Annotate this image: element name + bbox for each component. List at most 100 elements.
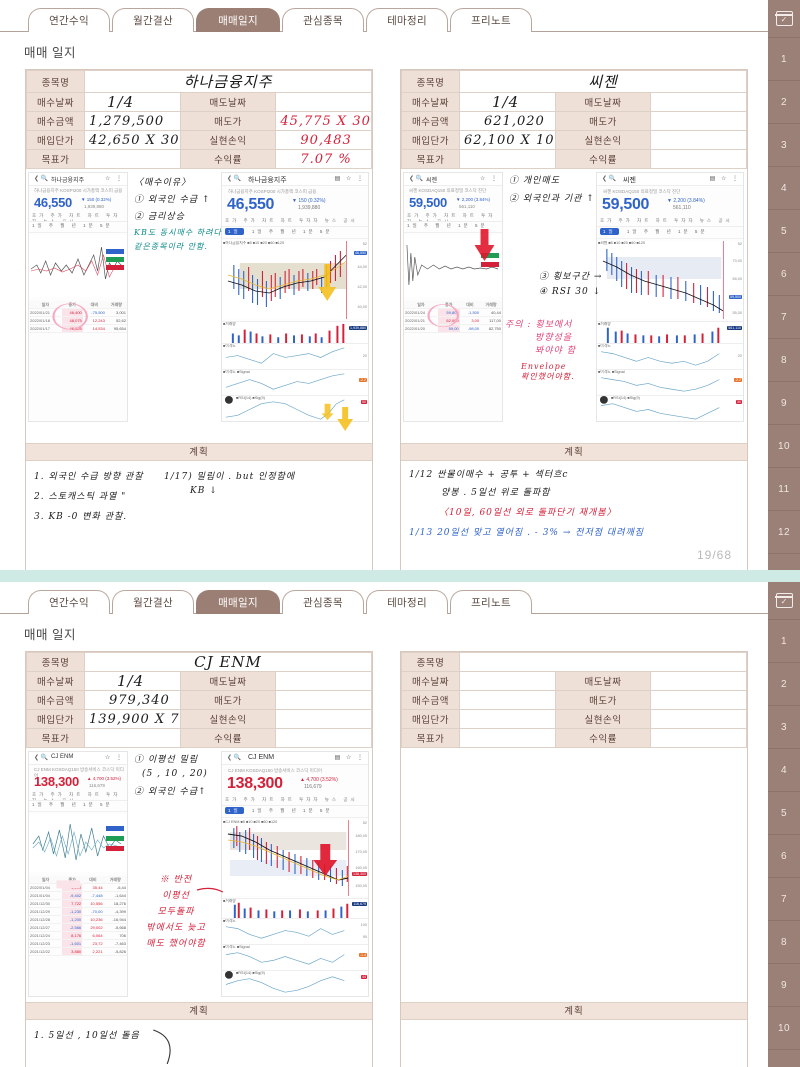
value-sell-price[interactable] — [650, 111, 747, 131]
sidebar-page-4[interactable]: 4 — [768, 167, 800, 210]
value-return-rate[interactable] — [275, 728, 372, 748]
value-buy-amount[interactable]: 621,020 — [459, 111, 556, 131]
plan-section-body[interactable]: 1. 5일선 , 10일선 돌음 — [26, 1020, 372, 1064]
sidebar-page-7[interactable]: 7 — [768, 878, 800, 921]
calendar-check-icon-button[interactable] — [768, 582, 800, 620]
tab-free-note[interactable]: 프리노트 — [450, 8, 532, 32]
sidebar-page-8[interactable]: 8 — [768, 921, 800, 964]
phone-screenshot-chart[interactable]: ❮ 🔍 CJ ENM ▤ ☆ ⋮ CJ ENM KOSDAQ150 방송서비스 … — [221, 751, 369, 997]
tab-free-note[interactable]: 프리노트 — [450, 590, 532, 614]
sidebar-page-10[interactable]: 10 — [768, 425, 800, 468]
back-chevron-icon[interactable]: ❮ 🔍 — [34, 176, 49, 182]
value-target-price[interactable] — [84, 149, 181, 169]
sidebar-page-8[interactable]: 8 — [768, 339, 800, 382]
phone-tab-menu[interactable]: 호가 주가 차트 차트 투자자 뉴스 공시 — [29, 792, 127, 801]
value-target-price[interactable] — [84, 728, 181, 748]
plan-section-body[interactable]: 1. 외국인 수급 방향 관찰 2. 스토캐스틱 과열 " 3. KB -0 변… — [26, 461, 372, 549]
value-realized-pl[interactable]: 90,483 — [275, 130, 372, 150]
back-chevron-icon[interactable]: ❮ 🔍 — [602, 176, 617, 182]
value-buy-amount[interactable] — [459, 690, 556, 710]
phone-period-chips[interactable]: 1일 1일 주 월 년 1분 5분 — [597, 228, 743, 239]
value-return-rate[interactable] — [650, 149, 747, 169]
value-stock-name[interactable]: 씨젠 — [459, 70, 747, 93]
phone-tab-menu[interactable]: 호가 주가 차트 차트 투자자 뉴스 공시 — [222, 218, 368, 227]
phone-quote-table[interactable]: 일자 종가 대비 거래량 2022/01/21 46,400 -75,500 3… — [29, 301, 127, 333]
phone-header-icons[interactable]: ☆ ⋮ — [104, 755, 124, 761]
sidebar-page-10[interactable]: 10 — [768, 1007, 800, 1050]
tab-yearly-profit[interactable]: 연간수익 — [28, 8, 110, 32]
sidebar-page-9[interactable]: 9 — [768, 382, 800, 425]
value-return-rate[interactable] — [650, 728, 747, 748]
plan-section-body[interactable] — [401, 1020, 747, 1064]
chart-screenshot-area-empty[interactable] — [401, 748, 747, 1002]
chip-active[interactable]: 1일 — [225, 228, 244, 235]
sidebar-page-6[interactable]: 6 — [768, 835, 800, 878]
value-buy-date[interactable]: 1/4 — [84, 671, 181, 691]
phone-period-chips[interactable]: 1일 주 월 년 1분 5분 — [404, 223, 502, 233]
back-chevron-icon[interactable]: ❮ 🔍 — [227, 755, 242, 761]
calendar-check-icon-button[interactable] — [768, 0, 800, 38]
sidebar-page-11[interactable]: 11 — [768, 468, 800, 511]
tab-trade-journal[interactable]: 매매일지 — [196, 8, 280, 32]
value-target-price[interactable] — [459, 728, 556, 748]
phone-screenshot-quote[interactable]: ❮ 🔍 씨젠 ☆ ⋮ 씨젠 KOSDAQ150 의료정밀 코스닥 진단 59,5… — [403, 172, 503, 422]
tab-watchlist[interactable]: 관심종목 — [282, 8, 364, 32]
phone-tab-menu[interactable]: 호가 주가 차트 차트 투자자 뉴스 공시 — [222, 797, 368, 806]
back-chevron-icon[interactable]: ❮ 🔍 — [409, 176, 424, 182]
value-buy-unit-price[interactable] — [459, 709, 556, 729]
value-sell-date[interactable] — [275, 671, 372, 691]
sidebar-page-5[interactable]: 5 — [768, 210, 800, 253]
sidebar-page-2[interactable]: 2 — [768, 663, 800, 706]
tab-theme-notes[interactable]: 테마정리 — [366, 590, 448, 614]
phone-quote-table[interactable]: 일자 종가 대비 거래량 2022/01/24 59,800 -1,500 40… — [404, 301, 502, 333]
value-buy-amount[interactable]: 1,279,500 — [84, 111, 181, 131]
value-buy-unit-price[interactable]: 42,650 X 30 — [84, 130, 181, 150]
sidebar-page-7[interactable]: 7 — [768, 296, 800, 339]
value-sell-date[interactable] — [650, 671, 747, 691]
value-sell-date[interactable] — [275, 92, 372, 112]
sidebar-page-1[interactable]: 1 — [768, 38, 800, 81]
value-target-price[interactable] — [459, 149, 556, 169]
value-buy-date[interactable]: 1/4 — [459, 92, 556, 112]
value-buy-unit-price[interactable]: 62,100 X 10 — [459, 130, 556, 150]
value-sell-date[interactable] — [650, 92, 747, 112]
sidebar-page-3[interactable]: 3 — [768, 706, 800, 749]
page-nav-sidebar[interactable]: 1 2 3 4 5 6 7 8 9 10 11 12 — [768, 0, 800, 570]
phone-screenshot-quote[interactable]: ❮ 🔍 하나금융지주 ☆ ⋮ 하나금융지주 KOSPI200 시가총액 코스피 … — [28, 172, 128, 422]
sidebar-page-12[interactable]: 12 — [768, 511, 800, 554]
phone-header-icons[interactable]: ☆ ⋮ — [104, 176, 124, 182]
value-buy-unit-price[interactable]: 139,900 X 7 — [84, 709, 181, 729]
phone-period-chips[interactable]: 1일 1일 주 월 년 1분 5분 — [222, 228, 368, 239]
phone-screenshot-chart[interactable]: ❮ 🔍 하나금융지주 ▤ ☆ ⋮ 하나금융지주 KOSPI200 시가총액 코스… — [221, 172, 369, 422]
tab-monthly-close[interactable]: 월간결산 — [112, 590, 194, 614]
value-buy-amount[interactable]: 979,340 — [84, 690, 181, 710]
phone-quote-table[interactable]: 일자 종가 대비 거래량 2022/01/04 1,200 35,44 -6,44 2… — [29, 876, 127, 956]
phone-header-icons[interactable]: ☆ ⋮ — [479, 176, 499, 182]
tab-theme-notes[interactable]: 테마정리 — [366, 8, 448, 32]
sidebar-page-3[interactable]: 3 — [768, 124, 800, 167]
value-sell-price[interactable]: 45,775 X 30 — [275, 111, 372, 131]
value-buy-date[interactable] — [459, 671, 556, 691]
value-realized-pl[interactable] — [650, 709, 747, 729]
sidebar-page-1[interactable]: 1 — [768, 620, 800, 663]
tab-watchlist[interactable]: 관심종목 — [282, 590, 364, 614]
value-stock-name[interactable]: CJ ENM — [84, 652, 372, 672]
phone-tab-menu[interactable]: 호가 주가 차트 차트 투자자 뉴스 공시 — [404, 213, 502, 222]
phone-period-chips[interactable]: 1일 주 월 년 1분 5분 — [29, 802, 127, 812]
sidebar-page-2[interactable]: 2 — [768, 81, 800, 124]
value-realized-pl[interactable] — [650, 130, 747, 150]
sidebar-page-6[interactable]: 6 — [768, 253, 800, 296]
value-sell-price[interactable] — [650, 690, 747, 710]
back-chevron-icon[interactable]: ❮ 🔍 — [34, 755, 49, 761]
sidebar-page-9[interactable]: 9 — [768, 964, 800, 1007]
value-buy-date[interactable]: 1/4 — [84, 92, 181, 112]
phone-header-icons[interactable]: ▤ ☆ ⋮ — [334, 755, 365, 761]
tab-trade-journal[interactable]: 매매일지 — [196, 590, 280, 614]
back-chevron-icon[interactable]: ❮ 🔍 — [227, 176, 242, 182]
sidebar-page-5[interactable]: 5 — [768, 792, 800, 835]
value-stock-name[interactable]: 하나금융지주 — [84, 70, 372, 93]
phone-tab-menu[interactable]: 호가 주가 차트 차트 투자자 뉴스 공시 — [29, 213, 127, 222]
phone-screenshot-chart[interactable]: ❮ 🔍 씨젠 ▤ ☆ ⋮ 씨젠 KOSDAQ150 의료정밀 코스닥 진단 59… — [596, 172, 744, 422]
page-nav-sidebar[interactable]: 1 2 3 4 5 6 7 8 9 10 — [768, 582, 800, 1067]
value-sell-price[interactable] — [275, 690, 372, 710]
